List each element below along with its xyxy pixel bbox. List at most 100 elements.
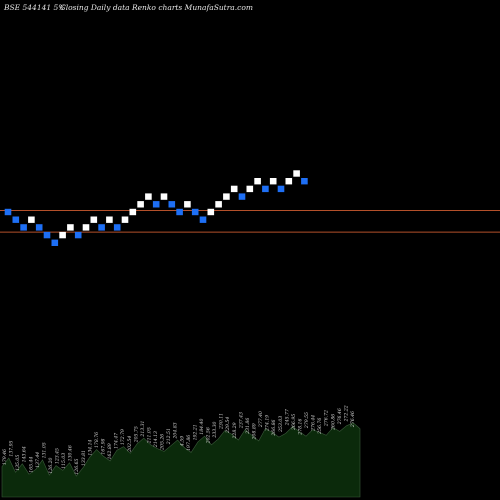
volume-label: 178.76 [94,432,100,448]
renko-brick [269,178,277,185]
renko-bricks [4,170,308,246]
volume-area [1,422,361,498]
volume-label: 174.47 [114,433,120,449]
volume-label: 179.46 [2,449,8,465]
renko-brick [106,216,113,223]
renko-brick [90,216,98,223]
volume-label: 214.13 [153,431,159,448]
volume-label: 253.03 [278,416,284,433]
renko-brick [12,216,20,223]
renko-brick [168,201,176,208]
renko-brick [137,201,144,208]
renko-brick [199,216,207,223]
renko-brick [51,239,59,246]
volume-label: 266.86 [271,419,277,436]
volume-label: 134.14 [87,439,93,455]
volume-label: 260.86 [330,414,336,431]
renko-brick [113,224,121,231]
volume-label: 133.81 [81,450,87,466]
volume-label: 167.98 [101,438,107,454]
volume-label: 115.03 [61,453,67,469]
volume-label: 266.95 [291,414,297,431]
volume-label: 245.77 [284,409,290,426]
renko-brick [223,193,230,200]
renko-brick [121,216,129,223]
volume-label: 276.72 [324,410,330,427]
volume-label: 197.86 [186,435,192,451]
volume-label: 230.11 [219,413,225,430]
volume-label: 205.26 [160,434,166,451]
volume-label: 274.19 [265,415,271,432]
renko-brick [20,224,27,231]
volume-label: 165.44 [28,457,34,473]
renko-brick [145,193,152,200]
volume-label: 126.20 [48,457,54,473]
renko-brick [67,224,74,231]
renko-brick [238,193,246,200]
renko-brick [152,201,160,208]
renko-brick [82,224,90,231]
volume-label: 202.56 [206,427,212,444]
volume-label: 213.31 [140,420,146,437]
volume-label: 277.40 [258,411,264,428]
renko-brick [191,208,199,216]
volume-label: 276.46 [337,408,343,425]
renko-brick [254,178,261,185]
volume-label: 202.54 [127,436,133,453]
renko-brick [285,178,293,185]
volume-label: 229.54 [225,417,231,434]
volume-label: 204.83 [173,422,179,439]
renko-brick [176,208,183,216]
renko-brick [207,208,215,216]
price-box-lines [0,210,500,233]
volume-label: 4.59 [179,436,185,447]
volume-label: 137.44 [35,452,41,468]
renko-brick [277,185,285,193]
volume-label: 256.76 [317,418,323,435]
volume-label: 231.86 [245,418,251,435]
volume-label: 208.89 [252,423,258,440]
renko-brick [262,185,269,193]
renko-brick [74,231,82,239]
chart-title: Closing Daily data Renko charts MunafaSu… [60,3,253,12]
volume-label: 184.40 [199,419,205,435]
volume-label: 278.16 [298,419,304,436]
renko-brick [230,185,238,193]
volume-label: 272.22 [343,405,349,422]
volume-label: 233.30 [212,421,218,438]
symbol-label: BSE 544141 5% [3,3,65,12]
volume-area-path [1,422,361,498]
volume-label: 205.75 [133,426,139,443]
renko-brick [28,216,35,223]
renko-brick [35,224,43,231]
volume-label: 279.55 [304,412,310,429]
renko-brick [129,208,137,216]
renko-brick [215,201,222,208]
volume-label: 126.65 [74,458,80,474]
volume-label: 211.05 [147,427,153,444]
renko-brick [59,231,66,239]
volume-label: 192.21 [192,424,198,440]
volume-label: 131.05 [41,442,47,458]
volume-label: 237.43 [238,412,244,429]
renko-brick [184,201,191,208]
volume-label: 135.05 [15,455,21,471]
volume-label: 276.44 [311,415,317,432]
renko-brick [160,193,168,200]
volume-label: 162.89 [107,443,113,459]
volume-label: 228.29 [232,422,238,439]
renko-brick [43,231,51,239]
volume-label: 172.79 [120,429,126,445]
renko-brick [98,224,105,231]
renko-brick [246,185,254,193]
renko-brick [293,170,300,177]
renko-brick [301,178,308,185]
volume-label: 130.46 [68,445,74,461]
volume-label: 137.95 [9,440,15,456]
volume-label: 276.46 [350,411,356,428]
volume-label: 143.64 [22,446,28,462]
volume-label: 212.51 [166,428,172,445]
volume-label: 123.45 [55,448,61,464]
